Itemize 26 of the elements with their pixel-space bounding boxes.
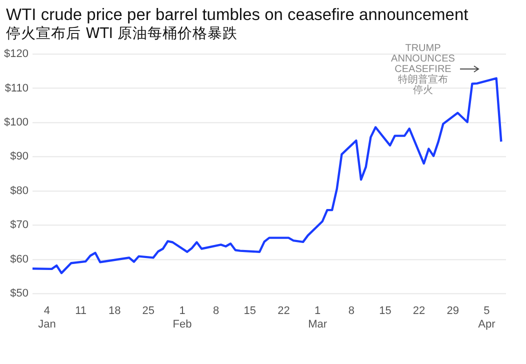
- x-tick-label: 22: [412, 305, 426, 318]
- x-tick-label: 5 Apr: [478, 305, 496, 330]
- x-tick-label: 1 Mar: [308, 305, 328, 330]
- x-tick-label: 4 Jan: [38, 305, 56, 330]
- y-tick-label: $80: [10, 184, 28, 197]
- annotation: TRUMP ANNOUNCES CEASEFIRE: [391, 42, 456, 75]
- annotation: 特朗普宣布停火: [398, 73, 448, 96]
- y-tick-label: $120: [4, 48, 28, 60]
- y-tick-label: $90: [10, 150, 28, 163]
- x-tick-label: 22: [278, 305, 290, 318]
- x-tick-label: 29: [446, 305, 459, 318]
- chart-subtitle: 停火宣布后 WTI 原油每桶价格暴跌: [6, 25, 238, 43]
- y-tick-label: $110: [4, 82, 28, 94]
- x-tick-label: 1 Feb: [172, 305, 192, 330]
- chart-title: WTI crude price per barrel tumbles on ceasefire announcement: [6, 6, 468, 25]
- y-tick-label: $70: [10, 219, 28, 232]
- y-tick-label: $100: [4, 116, 28, 128]
- y-tick-label: $50: [10, 288, 28, 300]
- x-tick-label: 15: [379, 305, 392, 318]
- x-tick-label: 8: [213, 305, 220, 318]
- x-tick-label: 11: [75, 305, 86, 318]
- y-tick-label: $60: [10, 253, 28, 266]
- x-tick-label: 18: [108, 305, 121, 318]
- x-tick-label: 15: [244, 305, 256, 318]
- x-tick-label: 25: [142, 305, 155, 318]
- x-tick-label: 8: [348, 305, 354, 318]
